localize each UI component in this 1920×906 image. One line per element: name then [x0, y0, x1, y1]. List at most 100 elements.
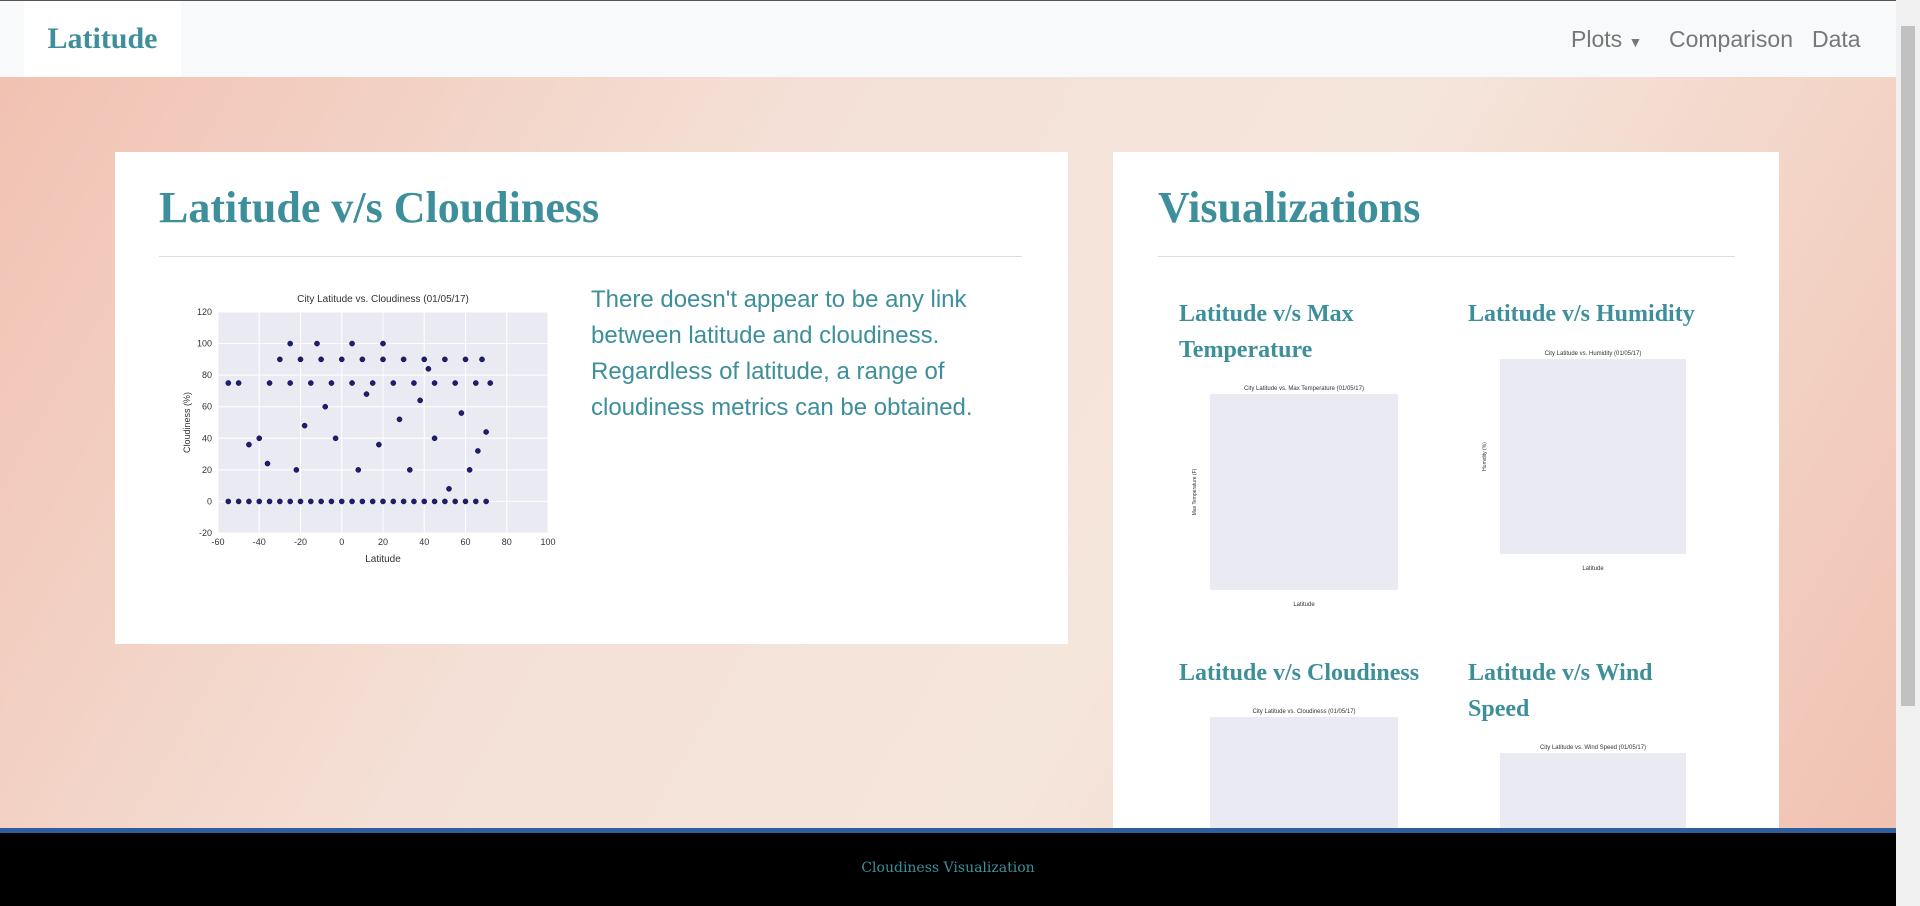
point [293, 467, 300, 473]
point [390, 498, 397, 505]
point [380, 340, 386, 347]
point [349, 380, 355, 386]
image-title: City Latitude vs. Humidity (01/05/17) [1545, 351, 1642, 357]
viz-heading[interactable]: Latitude v/s Wind Speed [1468, 660, 1653, 722]
point [483, 429, 489, 435]
card-title: Latitude v/s Cloudiness [159, 183, 600, 232]
x-tick-label: 0 [339, 537, 344, 547]
point [277, 498, 283, 505]
point [442, 498, 448, 505]
divider [1158, 256, 1735, 257]
point [297, 498, 304, 505]
point [390, 380, 397, 386]
point [277, 356, 283, 363]
divider [159, 256, 1022, 257]
point [462, 356, 469, 363]
viz-heading[interactable]: Latitude v/s Cloudiness [1179, 660, 1420, 686]
brand[interactable]: Latitude [24, 1, 181, 77]
x-axis-label: Latitude [1293, 602, 1315, 608]
y-axis-label: Max Temperature (F) [1192, 468, 1198, 515]
point [359, 356, 366, 363]
y-axis-label: Cloudiness (%) [182, 392, 192, 453]
point [363, 391, 370, 397]
point [287, 340, 293, 347]
chart-title: City Latitude vs. Cloudiness (01/05/17) [297, 294, 469, 305]
point [466, 467, 473, 473]
x-tick-label: 100 [540, 537, 555, 547]
y-tick-label: 40 [202, 433, 212, 443]
point [328, 498, 335, 505]
point [355, 467, 362, 473]
point [411, 380, 417, 386]
point [473, 380, 479, 386]
y-tick-label: -20 [199, 528, 212, 538]
viz-heading[interactable]: Latitude v/s Humidity [1468, 301, 1695, 327]
image-title: City Latitude vs. Wind Speed (01/05/17) [1540, 745, 1646, 751]
point [287, 498, 293, 505]
point [380, 498, 386, 505]
image-title: City Latitude vs. Max Temperature (01/05… [1244, 386, 1364, 392]
nav-dropdown[interactable]: Plots ▼ [1571, 1, 1642, 80]
point [483, 498, 489, 505]
point [376, 441, 382, 448]
point [431, 380, 438, 386]
footer-text: Cloudiness Visualization [861, 860, 1035, 876]
nav-link[interactable]: Comparison [1669, 26, 1793, 52]
point [246, 498, 252, 505]
point [431, 435, 438, 442]
point [369, 498, 376, 505]
point [442, 356, 448, 363]
thumbnail: City Latitude vs. Humidity (01/05/17) Lat… [1482, 351, 1686, 572]
x-tick-label: -40 [253, 537, 266, 547]
point [318, 498, 324, 505]
point [256, 435, 263, 442]
viz-heading[interactable]: Latitude v/s Max Temperature [1179, 301, 1354, 363]
point [266, 498, 273, 505]
point [369, 380, 376, 386]
point [235, 498, 242, 505]
x-axis-label: Latitude [1582, 566, 1604, 572]
point [349, 498, 355, 505]
point [359, 498, 366, 505]
point [328, 380, 335, 386]
scrollbar[interactable] [1896, 0, 1920, 906]
point [431, 498, 438, 505]
point [318, 356, 324, 363]
point [417, 397, 423, 404]
point [473, 498, 479, 505]
point [246, 441, 252, 448]
point [235, 380, 242, 386]
point [314, 340, 320, 347]
point [266, 380, 273, 386]
point [338, 498, 345, 505]
y-tick-label: 100 [197, 339, 212, 349]
point [332, 435, 339, 442]
scatter-chart: City Latitude vs. Cloudiness (01/05/17) L… [182, 294, 556, 565]
nav-link[interactable]: Data [1812, 26, 1861, 52]
point [349, 340, 355, 347]
caret: ▼ [1628, 34, 1643, 50]
point [421, 356, 428, 363]
point [308, 498, 314, 505]
x-tick-label: 80 [502, 537, 512, 547]
point [338, 356, 345, 363]
x-tick-label: 40 [419, 537, 429, 547]
y-tick-label: 20 [202, 465, 212, 475]
point [400, 356, 407, 363]
point [256, 498, 263, 505]
point [479, 356, 485, 363]
navbar: Latitude Plots ▼ Comparison Data [0, 0, 1896, 77]
card-title: Visualizations [1158, 183, 1421, 232]
scroll-thumb[interactable] [1901, 26, 1915, 706]
point [400, 498, 407, 505]
point [225, 498, 232, 505]
nav-link[interactable]: Plots [1571, 26, 1623, 52]
x-tick-label: 20 [378, 537, 388, 547]
x-tick-label: -20 [294, 537, 307, 547]
point [475, 448, 481, 454]
point [421, 498, 428, 505]
point [462, 498, 469, 505]
x-axis-label: Latitude [365, 554, 401, 565]
point [407, 467, 413, 473]
